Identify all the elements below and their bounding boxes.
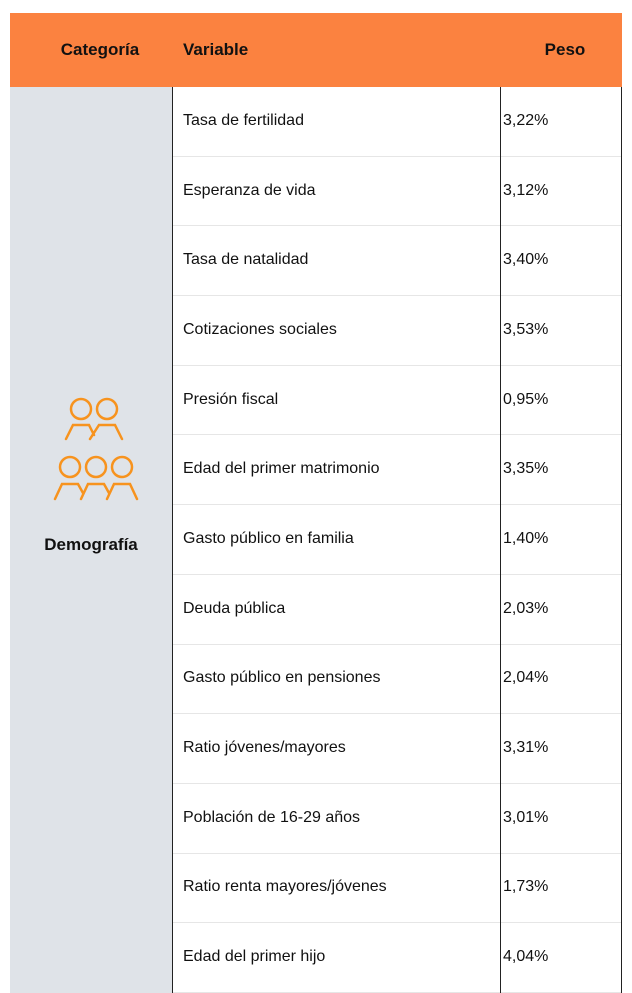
variable-cell: Presión fiscal [183,390,279,408]
weight-cell: 3,53% [503,320,549,338]
table-row: Ratio renta mayores/jóvenes 1,73% [172,854,622,924]
weight-cell: 3,01% [503,808,549,826]
weight-cell: 4,04% [503,948,549,966]
weight-cell: 1,40% [503,529,549,547]
variable-cell: Edad del primer matrimonio [183,460,380,478]
category-label: Demografía [44,535,138,554]
variable-cell: Deuda pública [183,599,286,617]
variable-cell: Edad del primer hijo [183,948,326,966]
header-cell: Categoría [60,40,140,59]
weight-cell: 3,35% [503,460,549,478]
table-row: Deuda pública 2,03% [172,575,622,645]
weight-cell: 2,03% [503,599,549,617]
table-row: Edad del primer hijo 4,04% [172,923,622,993]
column-divider [621,87,622,993]
table-row: Presión fiscal 0,95% [172,366,622,436]
table-row: Cotizaciones sociales 3,53% [172,296,622,366]
variable-cell: Tasa de natalidad [183,251,309,269]
table-row: Gasto público en familia 1,40% [172,505,622,575]
table-row: Ratio jóvenes/mayores 3,31% [172,714,622,784]
variable-cell: Tasa de fertilidad [183,111,304,129]
weight-cell: 3,12% [503,181,549,199]
column-divider [500,87,501,993]
column-divider [172,87,173,993]
weight-cell: 0,95% [503,390,549,408]
header-bar [10,13,622,87]
variable-cell: Ratio renta mayores/jóvenes [183,878,387,896]
variable-cell: Gasto público en familia [183,529,354,547]
variable-cell: Población de 16-29 años [183,808,361,826]
variable-cell: Cotizaciones sociales [183,320,337,338]
table-row: Tasa de natalidad 3,40% [172,226,622,297]
weight-cell: 2,04% [503,669,549,687]
weight-cell: 3,31% [503,739,549,757]
weight-cell: 1,73% [503,878,549,896]
variable-cell: Ratio jóvenes/mayores [183,739,346,757]
weight-cell: 3,22% [503,111,549,129]
table-row: Tasa de fertilidad 3,22% [172,87,622,157]
category-column [10,87,172,993]
table-row: Gasto público en pensiones 2,04% [172,645,622,715]
header-cell: Peso [544,40,586,59]
header-cell: Variable [183,40,249,59]
table-row: Edad del primer matrimonio 3,35% [172,435,622,506]
variable-cell: Esperanza de vida [183,181,316,199]
table-row: Población de 16-29 años 3,01% [172,784,622,854]
table-row: Esperanza de vida 3,12% [172,157,622,227]
weight-cell: 3,40% [503,251,549,269]
variable-cell: Gasto público en pensiones [183,669,381,687]
people-icon [53,397,139,501]
